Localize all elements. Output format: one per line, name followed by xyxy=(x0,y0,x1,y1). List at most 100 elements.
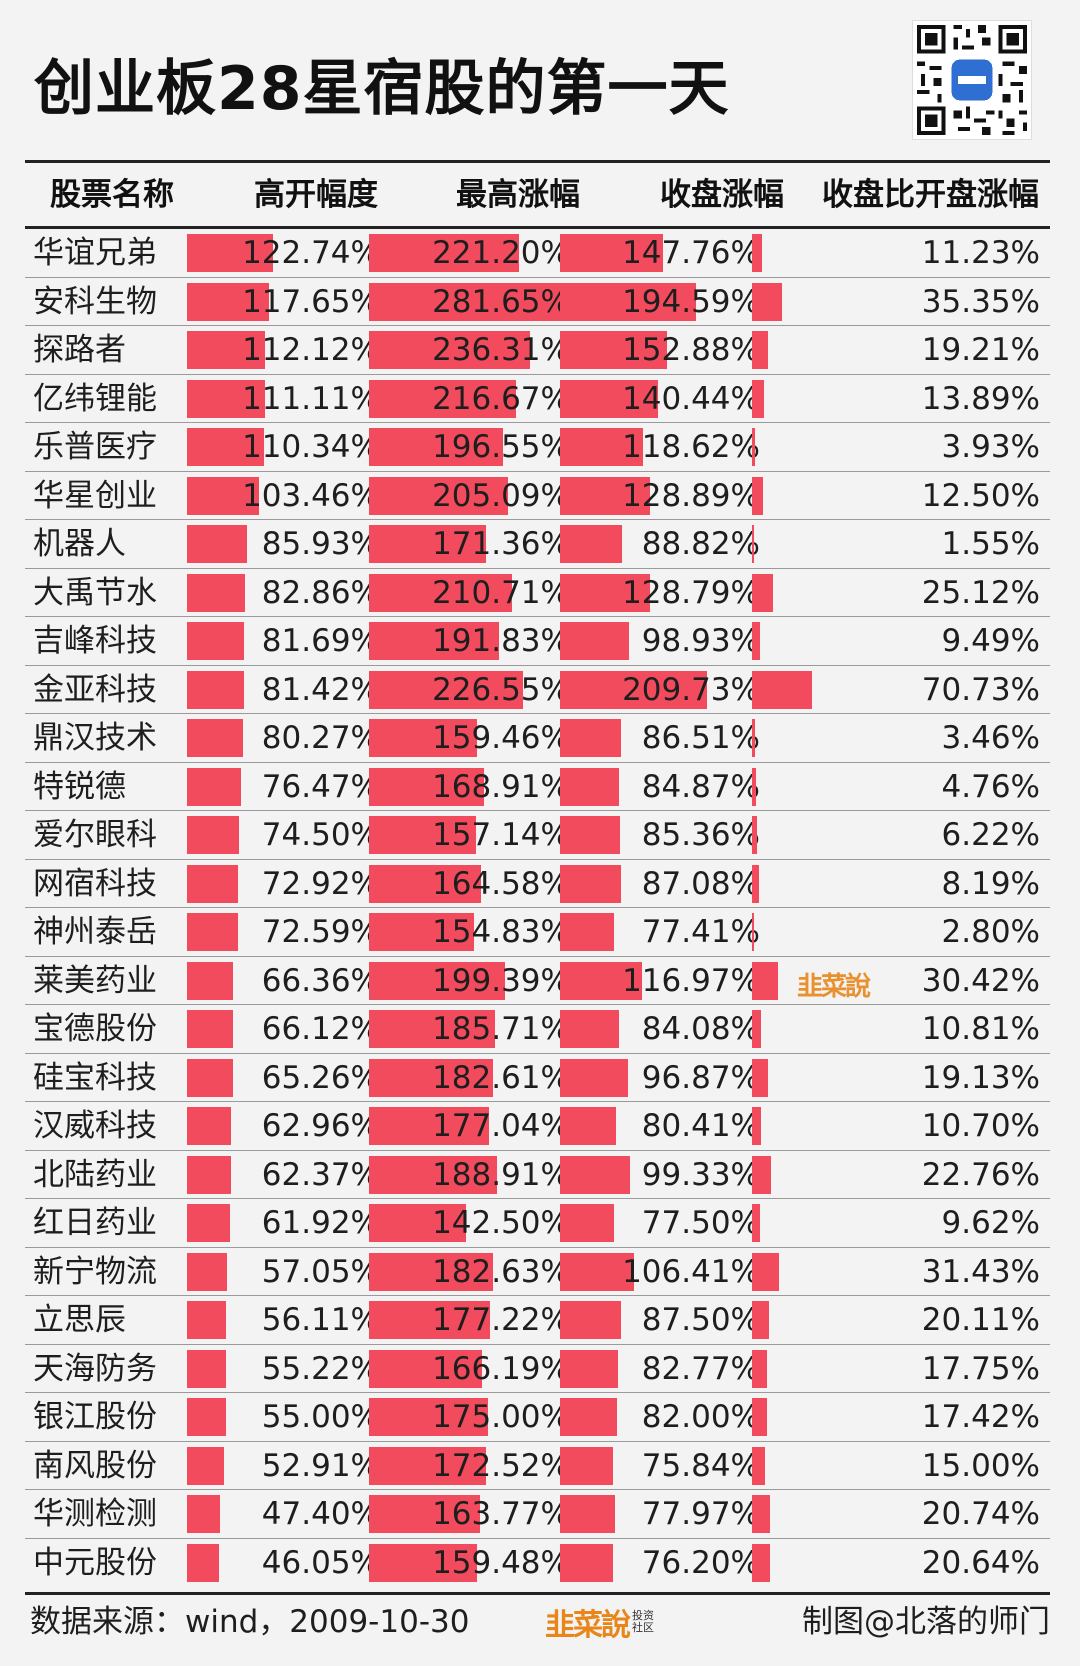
value-high-gain: 182.61% xyxy=(432,1059,570,1096)
value-close-vs-open: 9.62% xyxy=(941,1205,1040,1241)
stock-name: 宝德股份 xyxy=(33,1011,157,1047)
header-high-gain: 最高涨幅 xyxy=(456,177,580,213)
bar-close-gain xyxy=(560,476,651,515)
value-close-gain: 128.79% xyxy=(622,574,760,611)
value-close-gain: 152.88% xyxy=(622,332,760,368)
bar-high-gain xyxy=(369,1058,494,1097)
bar-close-vs-open xyxy=(752,1252,779,1291)
table-row: 神州泰岳 72.59% 154.83% 77.41% 2.80% xyxy=(25,908,1050,957)
value-close-gain: 80.41% xyxy=(641,1108,760,1144)
value-high-gain: 166.19% xyxy=(432,1350,570,1387)
table-row: 爱尔眼科 74.50% 157.14% 85.36% 6.22% xyxy=(25,811,1050,860)
value-close-gain: 194.59% xyxy=(622,283,760,320)
stock-name: 立思辰 xyxy=(33,1302,126,1338)
bar-close-gain xyxy=(560,1107,617,1145)
stock-name: 北陆药业 xyxy=(33,1156,157,1193)
bar-open-gap xyxy=(187,1010,234,1048)
stock-name: 吉峰科技 xyxy=(33,623,157,659)
value-close-gain: 87.50% xyxy=(641,1302,760,1338)
bar-close-vs-open xyxy=(752,1155,772,1194)
bar-high-gain xyxy=(369,622,500,660)
value-close-gain: 84.87% xyxy=(641,768,760,805)
bar-high-gain xyxy=(369,961,505,1000)
header-close-gain: 收盘涨幅 xyxy=(660,177,784,213)
value-open-gap: 72.92% xyxy=(261,865,380,902)
bar-high-gain xyxy=(369,1252,494,1291)
stock-name: 特锐德 xyxy=(33,768,126,805)
value-close-vs-open: 6.22% xyxy=(941,817,1040,853)
table-row: 红日药业 61.92% 142.50% 77.50% 9.62% xyxy=(25,1199,1050,1248)
bar-close-gain xyxy=(560,1446,614,1485)
bar-close-vs-open xyxy=(752,622,761,660)
bar-close-gain xyxy=(560,961,642,1000)
bar-open-gap xyxy=(187,1543,220,1582)
value-close-gain: 106.41% xyxy=(622,1253,760,1290)
stock-name: 硅宝科技 xyxy=(33,1059,157,1096)
value-close-gain: 147.76% xyxy=(622,235,760,271)
value-close-gain: 77.41% xyxy=(641,914,760,950)
value-open-gap: 57.05% xyxy=(261,1253,380,1290)
value-close-gain: 99.33% xyxy=(641,1156,760,1193)
bar-high-gain xyxy=(369,1301,490,1339)
bar-close-gain xyxy=(560,379,659,418)
stock-name: 乐普医疗 xyxy=(33,429,157,465)
logo-sub-line2: 社区 xyxy=(632,1621,654,1634)
table-row: 汉威科技 62.96% 177.04% 80.41% 10.70% xyxy=(25,1102,1050,1151)
bar-open-gap xyxy=(187,622,245,660)
table-row: 莱美药业 66.36% 199.39% 116.97% 30.42% xyxy=(25,957,1050,1005)
value-open-gap: 81.69% xyxy=(261,623,380,659)
bar-open-gap xyxy=(187,767,241,806)
value-open-gap: 76.47% xyxy=(261,768,380,805)
value-open-gap: 47.40% xyxy=(261,1496,380,1532)
bar-open-gap xyxy=(187,1398,226,1436)
bar-high-gain xyxy=(369,1204,466,1242)
value-high-gain: 205.09% xyxy=(432,477,570,514)
stock-name: 爱尔眼科 xyxy=(33,817,157,853)
value-open-gap: 85.93% xyxy=(261,526,380,562)
value-high-gain: 191.83% xyxy=(432,623,570,659)
watermark-logo: 韭菜說 xyxy=(797,962,871,1006)
value-open-gap: 80.27% xyxy=(261,720,380,756)
value-high-gain: 210.71% xyxy=(432,574,570,611)
bar-close-gain xyxy=(560,525,623,563)
value-high-gain: 171.36% xyxy=(432,526,570,562)
value-open-gap: 46.05% xyxy=(261,1544,380,1581)
value-close-vs-open: 22.76% xyxy=(921,1156,1040,1193)
value-close-vs-open: 10.81% xyxy=(921,1011,1040,1047)
bar-close-gain xyxy=(560,234,664,272)
table-row: 探路者 112.12% 236.31% 152.88% 19.21% xyxy=(25,326,1050,375)
value-open-gap: 111.11% xyxy=(242,380,380,417)
table-row: 宝德股份 66.12% 185.71% 84.08% 10.81% xyxy=(25,1005,1050,1054)
bar-high-gain xyxy=(369,1349,482,1388)
value-close-vs-open: 25.12% xyxy=(921,574,1040,611)
table-row: 银江股份 55.00% 175.00% 82.00% 17.42% xyxy=(25,1393,1050,1442)
bar-close-vs-open xyxy=(752,1107,762,1145)
value-open-gap: 62.96% xyxy=(261,1108,380,1144)
bar-high-gain xyxy=(369,379,517,418)
value-close-gain: 82.00% xyxy=(641,1399,760,1435)
value-high-gain: 142.50% xyxy=(432,1205,570,1241)
value-close-vs-open: 20.11% xyxy=(921,1302,1040,1338)
bar-close-vs-open xyxy=(752,1349,768,1388)
logo-sub-text: 投资 社区 xyxy=(632,1610,654,1634)
value-close-vs-open: 20.64% xyxy=(921,1544,1040,1581)
value-close-gain: 128.89% xyxy=(622,477,760,514)
bar-high-gain xyxy=(369,1107,490,1145)
value-high-gain: 221.20% xyxy=(432,235,570,271)
table-top-rule xyxy=(25,160,1050,163)
value-close-gain: 77.50% xyxy=(641,1205,760,1241)
value-close-vs-open: 30.42% xyxy=(921,962,1040,999)
value-close-vs-open: 17.75% xyxy=(921,1350,1040,1387)
value-close-vs-open: 13.89% xyxy=(921,380,1040,417)
table-row: 新宁物流 57.05% 182.63% 106.41% 31.43% xyxy=(25,1248,1050,1296)
value-high-gain: 281.65% xyxy=(432,283,570,320)
bar-close-vs-open xyxy=(752,1204,761,1242)
header-open-gap: 高开幅度 xyxy=(254,177,378,213)
stock-name: 天海防务 xyxy=(33,1350,157,1387)
bar-high-gain xyxy=(369,428,503,466)
value-close-gain: 75.84% xyxy=(641,1447,760,1484)
value-close-vs-open: 19.21% xyxy=(921,332,1040,368)
stock-name: 神州泰岳 xyxy=(33,914,157,950)
bar-close-vs-open xyxy=(752,1010,762,1048)
bar-high-gain xyxy=(369,331,530,369)
